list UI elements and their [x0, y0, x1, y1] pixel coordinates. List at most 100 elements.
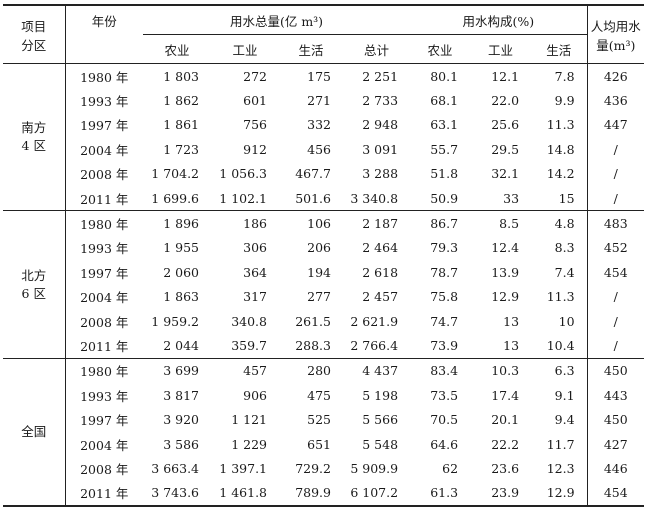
cell-total: 2 251 [362, 68, 399, 84]
cell-life: 456 [307, 141, 331, 157]
cell-p-life: 12.9 [531, 480, 588, 508]
cell-year: 1997 年 [80, 265, 129, 281]
cell-per: 452 [586, 235, 645, 261]
cell-life: 651 [307, 436, 331, 452]
cell-p-agr: 62 [442, 460, 459, 476]
table-row: 1997 年 3 920 1 121 525 5 566 70.5 20.1 9.4 450 [3, 407, 645, 432]
cell-p-ind: 13 [470, 333, 532, 359]
cell-life: 277 [307, 289, 331, 305]
cell-total: 3 340.8 [343, 185, 411, 212]
cell-p-ind: 25.6 [491, 117, 520, 133]
cell-year: 2004 年 [80, 142, 129, 158]
cell-ind: 1 461.8 [211, 480, 279, 508]
header-sub-life: 生活 [279, 34, 343, 64]
cell-year: 1980 年 [80, 69, 129, 85]
cell-p-ind: 20.1 [491, 412, 520, 428]
cell-p-ind: 10.3 [491, 363, 520, 379]
cell-p-ind: 12.9 [491, 289, 520, 305]
cell-life: 467.7 [295, 166, 331, 182]
cell-ind: 306 [243, 240, 267, 256]
cell-per: 450 [586, 358, 645, 384]
header-sub-total: 总计 [343, 34, 411, 64]
table-row: 2004 年 1 863 317 277 2 457 75.8 12.9 11.3 / [3, 284, 645, 309]
cell-p-agr: 63.1 [430, 117, 459, 133]
cell-p-agr: 73.5 [430, 387, 459, 403]
cell-ind: 364 [243, 264, 267, 280]
cell-ind: 272 [243, 68, 267, 84]
cell-p-agr: 86.7 [430, 216, 459, 232]
cell-p-ind: 12.4 [491, 240, 520, 256]
cell-agr: 1 955 [163, 240, 199, 256]
cell-agr: 2 060 [163, 264, 199, 280]
cell-year: 1980 年 [80, 217, 129, 233]
water-use-table: 项目 分区 年份 用水总量(亿 m³) 用水构成(%) 人均用水 量(m³) 农… [3, 4, 645, 508]
table-row: 1997 年 2 060 364 194 2 618 78.7 13.9 7.4 454 [3, 260, 645, 285]
header-zone-label: 分区 [21, 37, 47, 53]
cell-per: 427 [586, 431, 645, 457]
cell-agr: 1 863 [163, 289, 199, 305]
cell-year: 1980 年 [80, 364, 129, 380]
cell-per: / [586, 161, 645, 186]
region-label: 南方 [21, 120, 47, 136]
header-sub-ind: 工业 [211, 34, 279, 64]
cell-ind: 1 397.1 [219, 460, 267, 476]
cell-total: 2 766.4 [343, 333, 411, 359]
cell-life: 106 [307, 216, 331, 232]
cell-ind: 601 [243, 93, 267, 109]
cell-p-agr: 55.7 [430, 141, 459, 157]
cell-year: 2008 年 [80, 461, 129, 477]
cell-p-agr: 61.3 [410, 480, 471, 508]
header-total-water: 用水总量(亿 m³) [143, 4, 411, 35]
header-per-capita: 人均用水 量(m³) [586, 4, 645, 64]
cell-p-agr: 50.9 [410, 185, 471, 212]
cell-ind: 1 102.1 [211, 185, 279, 212]
table-row: 2004 年 1 723 912 456 3 091 55.7 29.5 14.8 / [3, 137, 645, 162]
cell-agr: 3 817 [163, 387, 199, 403]
table-row: 1993 年 1 862 601 271 2 733 68.1 22.0 9.9 436 [3, 88, 645, 113]
cell-p-life: 10.4 [531, 333, 588, 359]
cell-agr: 1 699.6 [143, 185, 211, 212]
cell-per: / [586, 137, 645, 162]
cell-total: 2 618 [362, 264, 399, 280]
header-per-capita-line1: 人均用水 [590, 18, 641, 34]
cell-total: 2 948 [362, 117, 399, 133]
cell-per: 447 [586, 112, 645, 138]
cell-per: / [586, 333, 645, 359]
cell-total: 5 566 [362, 412, 399, 428]
cell-life: 271 [307, 93, 331, 109]
cell-life: 501.6 [279, 185, 343, 212]
cell-total: 2 457 [362, 289, 399, 305]
cell-p-life: 11.3 [546, 289, 575, 305]
cell-agr: 1 704.2 [151, 166, 199, 182]
cell-p-ind: 33 [470, 185, 532, 212]
cell-p-agr: 70.5 [430, 412, 459, 428]
cell-p-ind: 8.5 [499, 216, 520, 232]
header-sub-pct-life: 生活 [531, 34, 588, 64]
cell-agr: 3 586 [163, 436, 199, 452]
region-label: 6 区 [21, 285, 46, 301]
cell-p-ind: 22.2 [491, 436, 520, 452]
cell-year: 1997 年 [80, 413, 129, 429]
cell-total: 3 288 [362, 166, 399, 182]
cell-year: 2011 年 [65, 185, 143, 212]
cell-total: 2 621.9 [350, 313, 399, 329]
region-cell: 南方 4 区 [3, 63, 66, 212]
cell-agr: 2 044 [143, 333, 211, 359]
header-sub-pct-agr: 农业 [410, 34, 471, 64]
cell-p-life: 11.3 [546, 117, 575, 133]
cell-p-life: 12.3 [546, 460, 575, 476]
cell-p-agr: 74.7 [430, 313, 459, 329]
cell-p-life: 14.2 [546, 166, 575, 182]
cell-ind: 912 [243, 141, 267, 157]
region-label: 全国 [21, 423, 47, 439]
region-cell: 北方 6 区 [3, 210, 66, 359]
table-row: 1993 年 3 817 906 475 5 198 73.5 17.4 9.1 443 [3, 383, 645, 408]
cell-agr: 3 699 [163, 363, 199, 379]
cell-p-life: 14.8 [546, 141, 575, 157]
cell-life: 261.5 [295, 313, 331, 329]
region-cell: 全国 [3, 358, 66, 508]
header-item-zone: 项目 分区 [3, 4, 66, 64]
cell-total: 5 548 [362, 436, 399, 452]
